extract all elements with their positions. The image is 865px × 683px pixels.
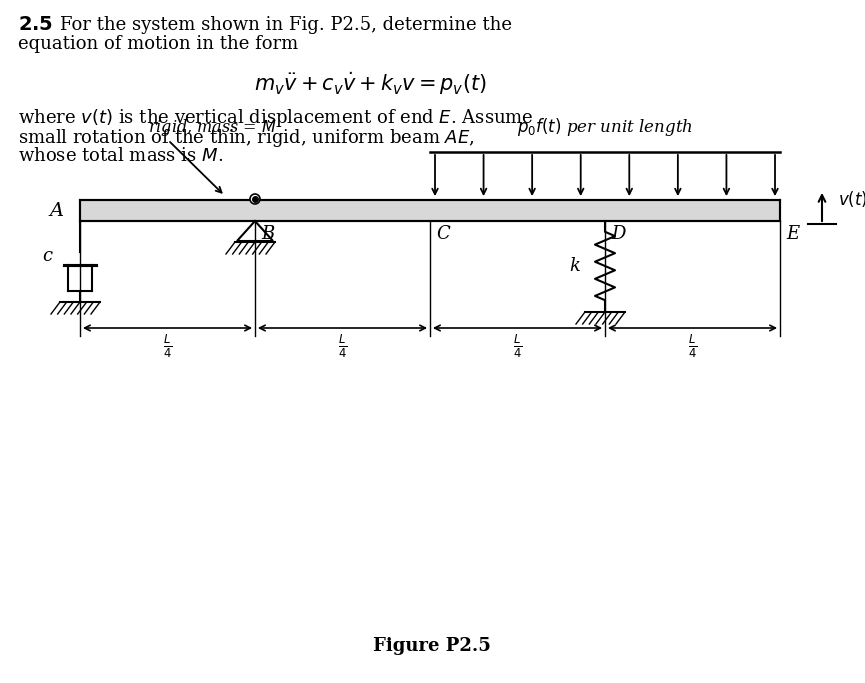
Text: E: E	[786, 225, 799, 243]
Text: $m_v\ddot{v} + c_v\dot{v} + k_v v = p_v(t)$: $m_v\ddot{v} + c_v\dot{v} + k_v v = p_v(…	[253, 70, 486, 97]
Text: equation of motion in the form: equation of motion in the form	[18, 35, 298, 53]
Text: rigid, mass = $M$: rigid, mass = $M$	[148, 117, 277, 138]
Circle shape	[250, 194, 260, 204]
Text: $\frac{L}{4}$: $\frac{L}{4}$	[338, 333, 347, 361]
Text: For the system shown in Fig. P2.5, determine the: For the system shown in Fig. P2.5, deter…	[60, 16, 512, 34]
Text: $v(t)$: $v(t)$	[838, 189, 865, 209]
Text: A: A	[50, 201, 64, 219]
Text: k: k	[569, 257, 580, 275]
Text: $p_0f(t)$ per unit length: $p_0f(t)$ per unit length	[517, 116, 693, 138]
Text: $\frac{L}{4}$: $\frac{L}{4}$	[688, 333, 697, 361]
Text: B: B	[261, 225, 274, 243]
Text: whose total mass is $M$.: whose total mass is $M$.	[18, 147, 223, 165]
FancyBboxPatch shape	[80, 200, 780, 221]
Text: small rotation of the thin, rigid, uniform beam $AE$,: small rotation of the thin, rigid, unifo…	[18, 127, 475, 149]
Text: $\frac{L}{4}$: $\frac{L}{4}$	[513, 333, 522, 361]
Text: Figure P2.5: Figure P2.5	[373, 637, 491, 655]
Text: $\mathbf{2.5}$: $\mathbf{2.5}$	[18, 16, 54, 34]
Text: c: c	[42, 247, 52, 265]
Text: C: C	[436, 225, 450, 243]
Text: $\frac{L}{4}$: $\frac{L}{4}$	[163, 333, 172, 361]
Text: D: D	[611, 225, 625, 243]
Text: where $v(t)$ is the vertical displacement of end $E$. Assume: where $v(t)$ is the vertical displacemen…	[18, 107, 534, 129]
